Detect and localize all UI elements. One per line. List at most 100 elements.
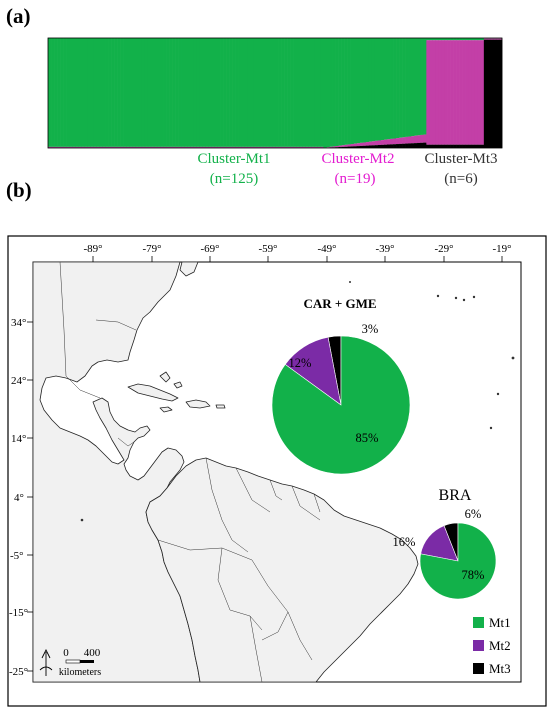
bar-plot-frame <box>47 37 503 149</box>
membership-bar-segment <box>399 38 403 138</box>
island-dot <box>349 281 351 283</box>
membership-bar-segment <box>211 38 215 147</box>
land <box>32 261 419 683</box>
cuba-island <box>127 383 179 402</box>
membership-bar-segment <box>417 142 421 148</box>
membership-bar-segment <box>329 38 333 147</box>
membership-bar-segment <box>362 38 367 143</box>
island-dot <box>472 295 476 299</box>
structure-bar-plot <box>47 37 503 149</box>
membership-bar-segment <box>347 38 351 145</box>
membership-bar-segment <box>117 146 121 148</box>
membership-bar-segment <box>396 138 400 145</box>
membership-bar-segment <box>284 38 288 147</box>
membership-bar-segment <box>350 146 354 148</box>
membership-bar-segment <box>368 38 373 142</box>
membership-bar-segment <box>426 144 430 148</box>
membership-bar-segment <box>172 38 176 147</box>
border-line <box>269 479 283 501</box>
membership-bar-segment <box>432 38 436 41</box>
membership-bar-segment <box>235 146 239 148</box>
membership-bar-segment <box>332 38 336 147</box>
membership-bar-segment <box>281 146 285 148</box>
legend-label-mt1: Mt1 <box>489 615 511 630</box>
membership-bar-segment <box>471 144 476 148</box>
membership-bar-segment <box>196 38 200 147</box>
membership-bar-segment <box>120 146 124 148</box>
membership-bar-segment <box>208 38 212 147</box>
membership-bar-segment <box>114 38 118 147</box>
membership-bar-segment <box>196 146 200 148</box>
membership-bar-segment <box>474 40 479 145</box>
membership-bar-segment <box>323 38 327 148</box>
membership-bar-segment <box>414 143 418 148</box>
membership-bar-segment <box>247 38 252 147</box>
membership-bar-segment <box>308 146 312 148</box>
membership-bar-segment <box>132 146 137 148</box>
lon-tick-label: -19° <box>492 243 511 255</box>
membership-bar-segment <box>471 40 476 145</box>
membership-bar-segment <box>495 39 500 148</box>
membership-bar-segment <box>238 146 243 148</box>
membership-bar-segment <box>232 38 236 147</box>
membership-bar-segment <box>181 146 185 148</box>
membership-bar-segment <box>66 38 70 147</box>
pie-car-gme-label-mt3: 3% <box>362 322 379 336</box>
membership-bar-segment <box>390 138 394 145</box>
membership-bar-segment <box>468 38 473 41</box>
membership-bar-segment <box>144 146 149 148</box>
membership-bar-segment <box>223 38 227 147</box>
membership-bar-segment <box>253 38 258 147</box>
membership-bar-segment <box>374 38 379 141</box>
membership-bar-segment <box>405 38 409 137</box>
membership-bar-segment <box>75 146 79 148</box>
legend-swatch-mt3 <box>473 663 484 674</box>
membership-bar-segment <box>129 38 134 147</box>
membership-bar-segment <box>411 136 415 144</box>
membership-bar-segment <box>453 144 457 148</box>
pie-car-gme-label-mt1: 85% <box>356 431 379 445</box>
membership-bar-segment <box>290 146 294 148</box>
membership-bar-segment <box>365 38 370 143</box>
membership-bar-segment <box>69 146 73 148</box>
membership-bar-segment <box>456 40 460 145</box>
membership-bar-segment <box>390 38 394 139</box>
membership-bar-segment <box>84 38 88 147</box>
membership-bar-segment <box>262 146 267 148</box>
lon-tick-labels: -89° -79° -69° -59° -49° -39° -29° -19° <box>83 243 511 255</box>
membership-bar-segment <box>166 146 170 148</box>
membership-bar-segment <box>447 38 451 41</box>
island-dot <box>454 296 458 300</box>
membership-bar-segment <box>368 141 373 146</box>
membership-bar-segment <box>287 146 291 148</box>
cluster-mt1-label: Cluster-Mt1 <box>197 151 270 167</box>
membership-bar-segment <box>126 146 131 148</box>
membership-bar-segment <box>314 146 318 148</box>
membership-bar-segment <box>169 38 173 147</box>
pie-car-gme-title: CAR + GME <box>303 296 376 311</box>
membership-bar-segment <box>471 38 476 41</box>
border-line <box>291 485 321 521</box>
membership-bar-segment <box>417 135 421 143</box>
membership-bar-segment <box>281 38 285 147</box>
membership-bar-segment <box>450 144 454 148</box>
membership-bar-segment <box>247 146 252 148</box>
membership-bar-segment <box>253 146 258 148</box>
membership-bar-segment <box>90 38 94 147</box>
lon-tick-label: -39° <box>375 243 394 255</box>
border-line <box>235 467 271 513</box>
membership-bar-segment <box>265 146 270 148</box>
membership-bar-segment <box>66 146 70 148</box>
scale-unit: kilometers <box>59 667 101 678</box>
island-dot <box>511 356 515 360</box>
membership-bar-segment <box>362 142 367 146</box>
cluster-mt3-label: Cluster-Mt3 <box>424 151 497 167</box>
membership-bar-segment <box>441 40 445 145</box>
membership-bar-segment <box>317 146 321 148</box>
membership-bar-segment <box>468 144 473 148</box>
membership-bar-segment <box>223 146 227 148</box>
map-panel: -89° -79° -69° -59° -49° -39° -29° -19° … <box>7 235 547 707</box>
cluster-mt2-count: (n=19) <box>335 171 376 187</box>
membership-bar-segment <box>492 39 497 148</box>
